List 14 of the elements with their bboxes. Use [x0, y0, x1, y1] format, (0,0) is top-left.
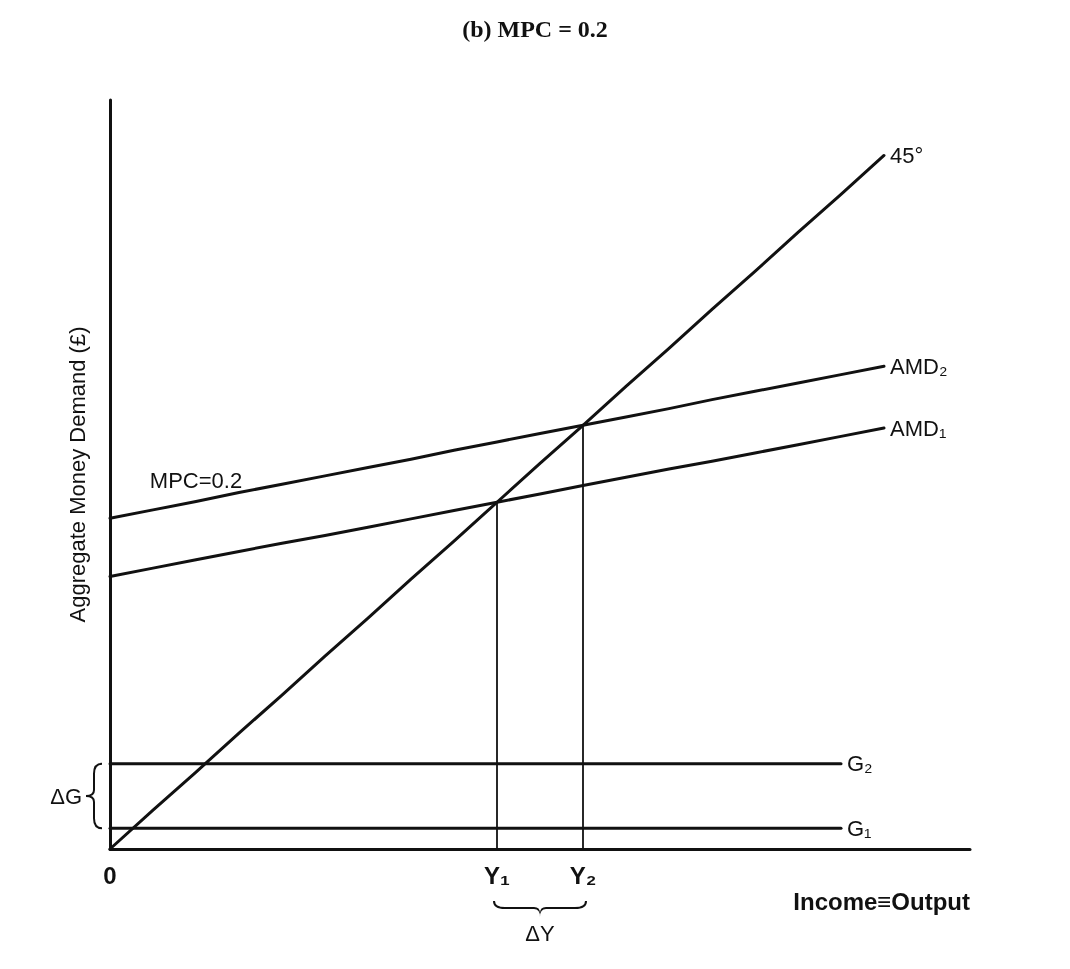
series-label: 45° — [890, 142, 924, 168]
annotation: MPC=0.2 — [149, 467, 243, 493]
chart-title: (b) MPC = 0.2 — [462, 16, 608, 42]
series-label: AMD₁ — [890, 415, 947, 441]
series-label: G₂ — [847, 751, 873, 777]
y-axis-title: Aggregate Money Demand (£) — [64, 326, 90, 623]
text: ΔG — [50, 783, 82, 809]
x-tick-label: Y₁ — [484, 861, 511, 889]
x-axis-title: Income≡Output — [793, 887, 970, 915]
series-label: G₁ — [847, 815, 872, 841]
x-tick-label: Y₂ — [569, 861, 597, 889]
series-label: AMD₂ — [890, 353, 948, 379]
x-tick-label: 0 — [103, 861, 117, 889]
text: ΔY — [525, 921, 556, 946]
